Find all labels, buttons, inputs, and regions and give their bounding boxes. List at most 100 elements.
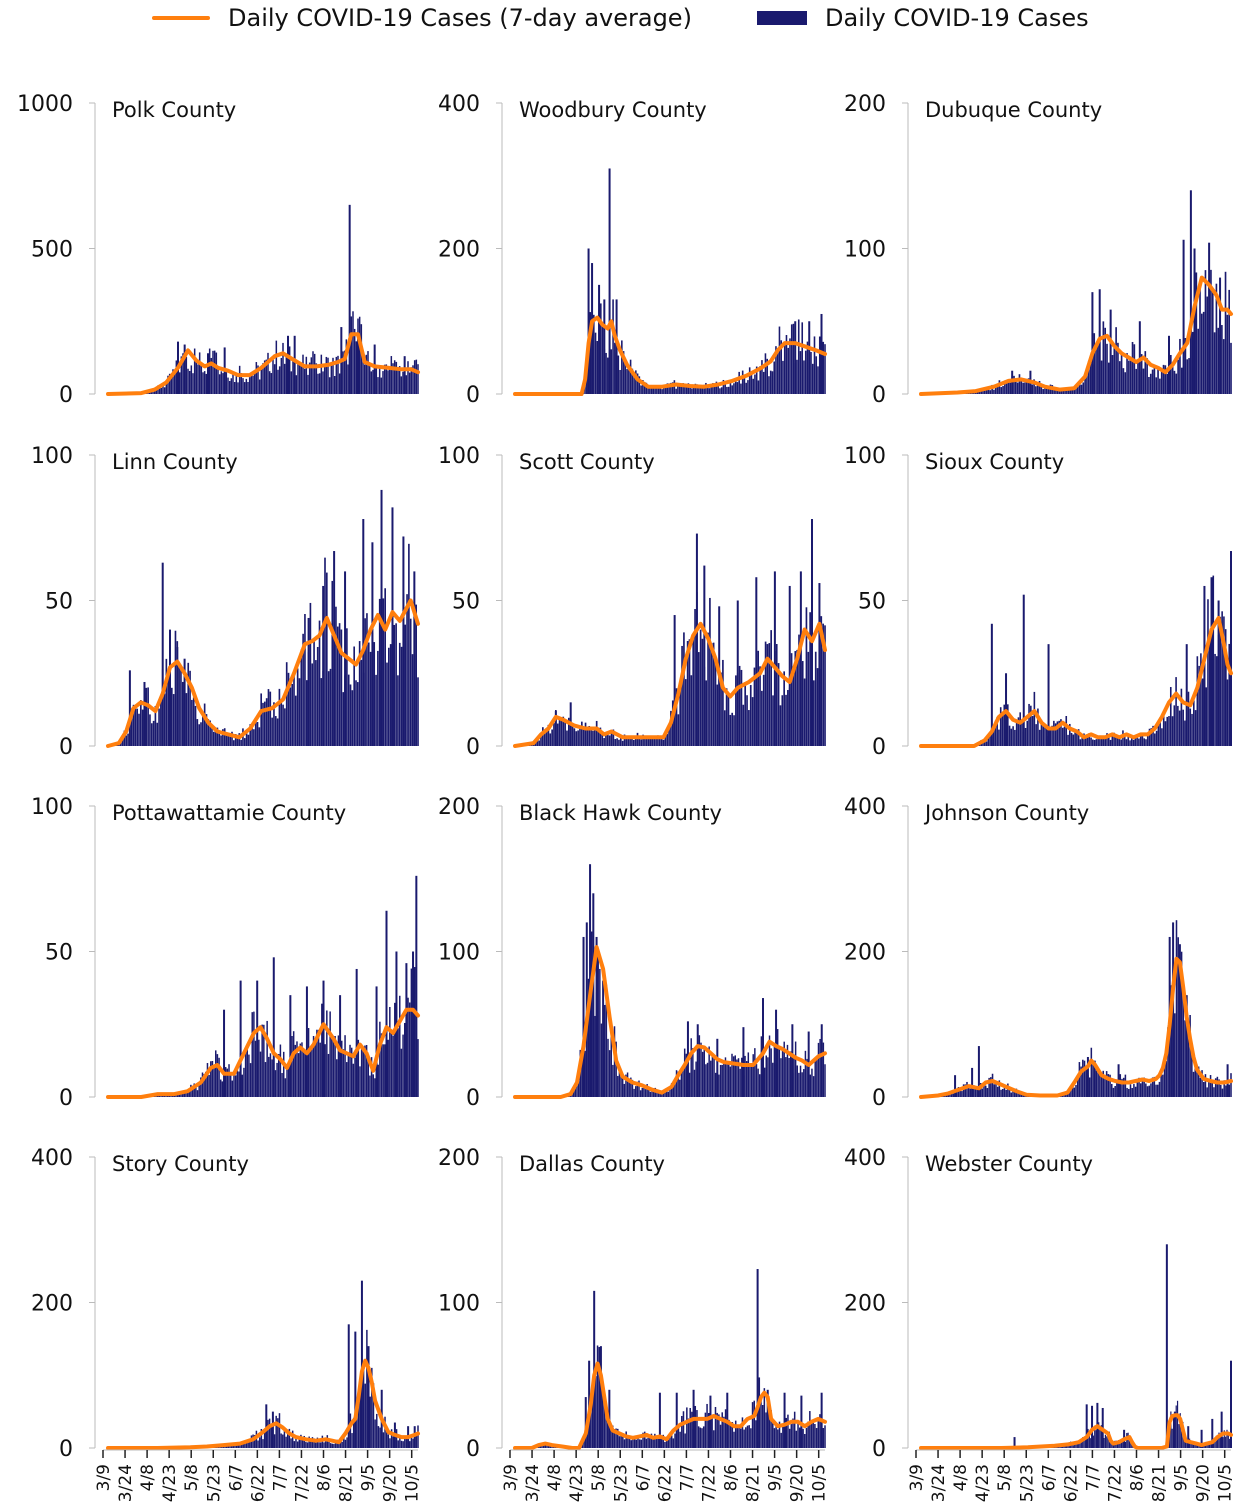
daily-bar (267, 689, 270, 746)
legend-daily-swatch (757, 11, 807, 25)
daily-bar (297, 362, 299, 394)
daily-bar (216, 1054, 219, 1097)
daily-spike (371, 542, 374, 746)
daily-bar (1175, 920, 1178, 1097)
y-tick-label: 0 (872, 1437, 886, 1462)
daily-bar (611, 1425, 614, 1448)
daily-spike (412, 951, 415, 1097)
daily-bar (181, 681, 184, 746)
daily-bar (347, 1053, 350, 1097)
daily-bar (1216, 656, 1218, 746)
daily-bar (369, 1396, 371, 1448)
daily-bar (152, 720, 155, 746)
daily-bar (640, 1439, 643, 1448)
daily-bar (1201, 678, 1204, 746)
daily-bar (790, 1424, 793, 1448)
daily-bar (408, 372, 411, 394)
daily-bar (1102, 321, 1105, 394)
daily-bar (599, 968, 601, 1097)
daily-bar (243, 382, 246, 394)
daily-bar (788, 1057, 790, 1097)
avg-line (513, 621, 827, 748)
daily-bar (1074, 730, 1076, 746)
daily-bar (228, 381, 231, 394)
daily-bar (708, 388, 711, 394)
daily-bar (1035, 386, 1037, 394)
daily-spike (223, 1009, 226, 1097)
daily-bar (359, 1066, 361, 1097)
daily-bar (1012, 726, 1014, 746)
daily-bar (310, 357, 313, 394)
daily-bar (1111, 355, 1114, 394)
daily-bar (249, 724, 252, 746)
x-tick-label: 9/5 (359, 1464, 379, 1491)
daily-bar (220, 371, 223, 394)
daily-spike (1093, 1060, 1096, 1097)
daily-bar (673, 380, 676, 394)
daily-bar (625, 1074, 627, 1097)
daily-bar (379, 1427, 381, 1448)
daily-bar (1138, 738, 1140, 746)
legend: Daily COVID-19 Cases (7-day average) Dai… (0, 0, 1247, 40)
daily-spike (775, 1009, 778, 1097)
daily-bar (592, 730, 594, 746)
daily-bar (313, 353, 316, 394)
daily-bar (1081, 735, 1083, 746)
daily-bar (413, 360, 416, 394)
daily-bar (1124, 1074, 1127, 1097)
daily-bar (713, 386, 716, 394)
daily-bar (342, 692, 345, 746)
daily-bar (753, 667, 756, 746)
daily-bar (1211, 1080, 1214, 1097)
daily-bar (773, 1045, 776, 1097)
panel-title: Pottawattamie County (112, 801, 346, 825)
daily-bar (778, 1047, 781, 1097)
daily-bar (181, 1093, 184, 1097)
daily-bar (1106, 1436, 1108, 1448)
daily-bar (121, 737, 124, 746)
daily-bar (360, 1046, 363, 1097)
daily-bar (404, 624, 407, 746)
daily-bar (343, 1434, 345, 1448)
daily-bar (996, 383, 999, 394)
daily-bar (165, 658, 168, 746)
daily-spike (1047, 644, 1050, 746)
daily-bar (737, 1058, 740, 1097)
legend-daily-label: Daily COVID-19 Cases (825, 4, 1089, 32)
daily-bar (1035, 724, 1037, 746)
y-tick-label: 200 (438, 795, 480, 820)
daily-bar (395, 361, 398, 394)
daily-bar (796, 649, 798, 746)
daily-bar (1229, 1438, 1231, 1448)
daily-bar (649, 1091, 652, 1097)
daily-bar (1062, 389, 1065, 394)
daily-bar (1085, 1066, 1087, 1097)
daily-bar (1150, 728, 1153, 746)
daily-bar (824, 1064, 826, 1097)
daily-bar (682, 1411, 685, 1448)
daily-bar (323, 367, 326, 394)
daily-bar (1193, 700, 1195, 746)
daily-bar (643, 1431, 646, 1448)
daily-bar (412, 1438, 414, 1448)
daily-bar (1157, 368, 1159, 394)
daily-bar (306, 1442, 309, 1448)
daily-spike (413, 1426, 416, 1448)
daily-bar (1144, 351, 1147, 394)
daily-bar (1179, 1413, 1181, 1448)
daily-bar (249, 1063, 252, 1097)
daily-spike (773, 571, 776, 746)
daily-bar (666, 1091, 668, 1097)
daily-bar (397, 368, 399, 394)
daily-bar (804, 1433, 806, 1448)
daily-bar (1000, 387, 1003, 394)
daily-bar (295, 695, 297, 746)
x-tick-label: 5/23 (611, 1464, 631, 1502)
daily-bar (1099, 735, 1101, 746)
panel-title: Dubuque County (925, 98, 1102, 122)
daily-bar (1146, 733, 1149, 746)
daily-bar (1213, 332, 1216, 394)
daily-bar (708, 1046, 710, 1097)
